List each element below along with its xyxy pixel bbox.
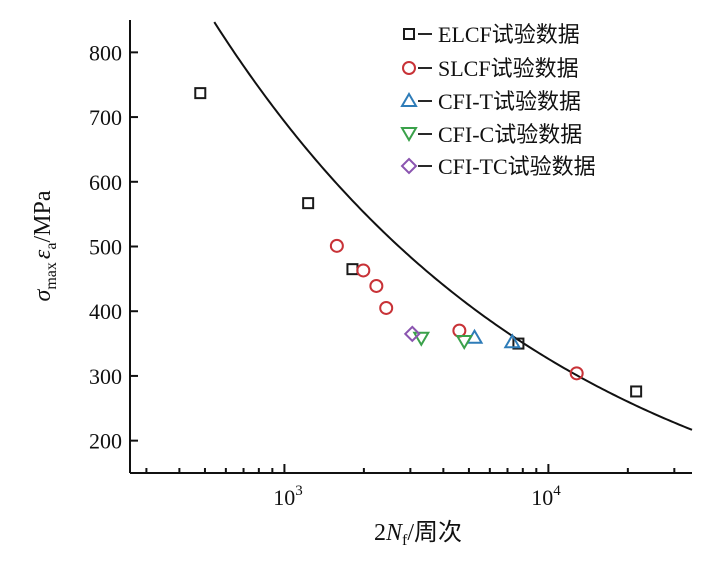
data-points — [194, 87, 643, 398]
legend-triangle-down-marker — [400, 127, 418, 142]
cfi-c-point — [412, 331, 431, 347]
y-axis-ticks: 200 300 400 500 600 700 800 — [89, 40, 138, 454]
y-tick-label: 600 — [89, 170, 122, 195]
slcf-point — [379, 300, 394, 315]
x-axis-title: 2Nf/周次 — [374, 519, 462, 549]
legend: ELCF试验数据 SLCF试验数据 CFI-T试验数据 CFI-C试验数据 CF… — [400, 22, 596, 179]
cfi-t-point — [503, 333, 522, 349]
slcf-point — [369, 278, 384, 293]
slcf-point — [569, 366, 584, 381]
legend-item-slcf: SLCF试验数据 — [402, 56, 579, 81]
legend-label: CFI-C试验数据 — [438, 122, 582, 147]
legend-label: ELCF试验数据 — [438, 22, 580, 47]
cfi-c-point — [455, 334, 473, 350]
x-tick-label: 103 — [273, 483, 303, 510]
y-tick-label: 300 — [89, 364, 122, 389]
legend-item-cfi-t: CFI-T试验数据 — [400, 89, 581, 114]
slcf-point — [356, 263, 371, 278]
y-tick-label: 400 — [89, 299, 122, 324]
elcf-point — [512, 337, 525, 350]
slcf-point — [452, 323, 467, 338]
legend-item-cfi-c: CFI-C试验数据 — [400, 122, 582, 147]
elcf-point — [346, 263, 359, 276]
legend-square-marker — [403, 28, 415, 40]
elcf-point — [194, 87, 207, 100]
legend-label: SLCF试验数据 — [438, 56, 579, 81]
legend-item-cfi-tc: CFI-TC试验数据 — [400, 154, 596, 179]
plot-area: 200 300 400 500 600 700 800 — [89, 20, 693, 474]
legend-label: CFI-TC试验数据 — [438, 154, 596, 179]
slcf-point — [329, 238, 344, 253]
x-tick-label: 104 — [531, 483, 561, 510]
legend-triangle-up-marker — [400, 92, 418, 107]
legend-label: CFI-T试验数据 — [438, 89, 581, 114]
y-tick-label: 800 — [89, 40, 122, 65]
legend-item-elcf: ELCF试验数据 — [403, 22, 580, 47]
cfi-tc-point — [403, 325, 421, 343]
y-axis-title: σmaxεa/MPa — [30, 190, 60, 301]
elcf-point — [302, 197, 315, 210]
legend-circle-marker — [402, 61, 416, 75]
y-tick-label: 700 — [89, 105, 122, 130]
x-axis-ticks — [145, 464, 676, 473]
y-tick-label: 200 — [89, 429, 122, 454]
fit-curve — [213, 21, 693, 431]
y-tick-label: 500 — [89, 235, 122, 260]
legend-diamond-marker — [400, 157, 418, 175]
elcf-point — [630, 385, 643, 398]
